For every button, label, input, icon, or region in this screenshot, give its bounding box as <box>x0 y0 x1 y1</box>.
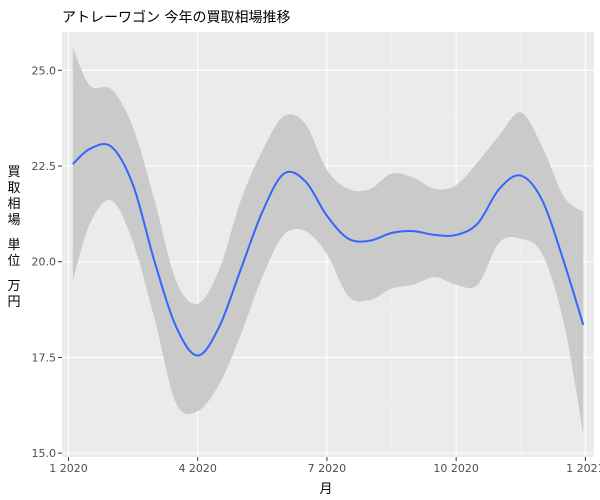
chart-title: アトレーワゴン 今年の買取相場推移 <box>62 9 290 26</box>
y-axis-title-char: 円 <box>7 295 20 310</box>
y-tick-label: 20.0 <box>32 256 57 269</box>
confidence-band <box>72 47 584 435</box>
x-axis-title: 月 <box>319 482 332 497</box>
y-axis-title-char: 相 <box>7 197 20 212</box>
y-axis-title-char: 位 <box>7 254 20 269</box>
y-tick-label: 15.0 <box>32 447 57 460</box>
x-tick-label: 10 2020 <box>433 462 479 475</box>
y-tick-label: 17.5 <box>32 351 57 364</box>
y-axis-title-char: 単 <box>7 237 20 253</box>
x-tick-label: 1 2021 <box>566 462 600 475</box>
y-axis-title-char: 買 <box>7 165 20 180</box>
x-axis: 1 2020 4 2020 7 2020 10 2020 1 2021 <box>49 457 600 475</box>
series-line <box>72 143 585 357</box>
y-tick-label: 25.0 <box>32 64 57 77</box>
y-axis-title-char: 取 <box>7 181 20 196</box>
x-tick-label: 4 2020 <box>178 462 217 475</box>
y-axis-title-char: 万 <box>7 279 20 294</box>
y-tick-label: 22.5 <box>32 160 57 173</box>
y-axis: 15.0 17.5 20.0 22.5 25.0 <box>32 64 62 460</box>
x-tick-label: 7 2020 <box>308 462 347 475</box>
x-tick-label: 1 2020 <box>49 462 88 475</box>
y-axis-title-char: 場 <box>7 213 20 228</box>
major-grid <box>62 32 594 457</box>
